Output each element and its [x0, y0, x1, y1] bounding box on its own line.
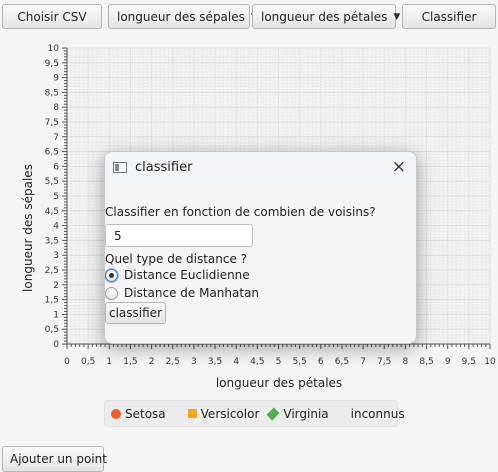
y-tick-label: 9,5 [45, 59, 59, 69]
x-tick-label: 6 [318, 357, 324, 367]
legend-setosa: Setosa [111, 407, 166, 421]
y-tick-label: 3 [53, 251, 59, 261]
x-tick-label: 4 [233, 357, 239, 367]
distance-question: Quel type de distance ? [105, 252, 247, 266]
close-icon[interactable]: × [392, 157, 406, 177]
radio-manhattan-label: Distance de Manhatan [124, 286, 259, 300]
x-tick-label: 10 [484, 357, 496, 367]
classifier-submit-label: classifier [109, 306, 162, 320]
y-tick-label: 7,5 [45, 118, 59, 128]
classify-label: Classifier [422, 10, 477, 24]
radio-unselected-icon[interactable] [105, 287, 118, 300]
y-tick-label: 3,5 [45, 236, 59, 246]
x-tick-label: 1 [106, 357, 112, 367]
y-tick-label: 10 [48, 44, 60, 54]
y-tick-label: 7 [53, 133, 59, 143]
x-tick-label: 8,5 [419, 357, 433, 367]
x-tick-label: 1,5 [123, 357, 137, 367]
dialog-title-bar[interactable]: classifier × [105, 152, 416, 184]
x-tick-label: 9 [445, 357, 451, 367]
x-tick-label: 3,5 [208, 357, 222, 367]
y-tick-label: 6,5 [45, 148, 59, 158]
x-tick-label: 5,5 [292, 357, 306, 367]
x-tick-label: 8 [403, 357, 409, 367]
add-point-button[interactable]: Ajouter un point [2, 446, 104, 472]
legend-unknown-label: inconnus [351, 407, 405, 421]
y-tick-label: 5 [53, 192, 59, 202]
x-tick-label: 2,5 [166, 357, 180, 367]
x-tick-label: 3 [191, 357, 197, 367]
y-tick-label: 4,5 [45, 207, 59, 217]
radio-selected-icon[interactable] [105, 269, 118, 282]
square-icon [188, 409, 197, 418]
x-axis-select[interactable]: longueur des sépales ▼ [108, 4, 250, 29]
y-tick-label: 1,5 [45, 296, 59, 306]
neighbors-input[interactable] [105, 224, 253, 247]
legend-setosa-label: Setosa [125, 407, 166, 421]
y-tick-label: 2,5 [45, 266, 59, 276]
y-tick-label: 4 [53, 222, 59, 232]
x-tick-label: 9,5 [462, 357, 476, 367]
x-tick-label: 5 [276, 357, 282, 367]
legend-versicolor-label: Versicolor [201, 407, 260, 421]
y-tick-label: 8,5 [45, 88, 59, 98]
add-point-label: Ajouter un point [10, 452, 107, 466]
y-tick-labels: 0 0,5 1 1,5 2 2,5 3 3,5 4 4,5 5 5,5 6 6,5 7 7,5 8 8,5 9 9,5… [45, 44, 60, 350]
y-tick-label: 5,5 [45, 177, 59, 187]
y-tick-label: 0,5 [45, 325, 59, 335]
dialog-title: classifier [135, 160, 192, 175]
y-axis-title: longueur des sépales [21, 164, 35, 292]
legend-virginia-label: Virginia [283, 407, 328, 421]
radio-manhattan[interactable]: Distance de Manhatan [105, 286, 259, 300]
y-axis-select[interactable]: longueur des pétales ▼ [252, 4, 396, 29]
chevron-down-icon: ▼ [393, 12, 400, 22]
classify-button[interactable]: Classifier [402, 4, 496, 29]
legend-unknown: inconnus [351, 407, 405, 421]
x-tick-label: 7 [360, 357, 366, 367]
choose-csv-label: Choisir CSV [17, 10, 86, 24]
x-tick-labels: 0 0,5 1 1,5 2 2,5 3 3,5 4 4,5 5 5,5 6 6,5 7 7,5 8 8,5 9 9,5… [64, 357, 496, 367]
y-tick-label: 9 [53, 74, 59, 84]
x-tick-label: 4,5 [250, 357, 264, 367]
neighbors-question: Classifier en fonction de combien de voi… [105, 205, 376, 219]
x-axis-title: longueur des pétales [216, 376, 342, 390]
choose-csv-button[interactable]: Choisir CSV [2, 4, 102, 29]
radio-euclidean[interactable]: Distance Euclidienne [105, 268, 250, 282]
radio-euclidean-label: Distance Euclidienne [124, 268, 250, 282]
y-tick-label: 6 [53, 162, 59, 172]
classifier-dialog: classifier × Classifier en fonction de c… [104, 151, 417, 344]
x-tick-label: 6,5 [335, 357, 349, 367]
y-tick-label: 0 [53, 340, 59, 350]
x-tick-label: 0,5 [81, 357, 95, 367]
diamond-icon [267, 407, 280, 420]
x-tick-label: 0 [64, 357, 70, 367]
x-tick-label: 7,5 [377, 357, 391, 367]
chart-legend: Setosa Versicolor Virginia inconnus [104, 400, 398, 427]
legend-versicolor: Versicolor [188, 407, 260, 421]
legend-virginia: Virginia [267, 407, 328, 421]
window-icon [113, 162, 127, 173]
x-tick-label: 2 [149, 357, 155, 367]
circle-icon [111, 409, 121, 419]
y-tick-label: 2 [53, 281, 59, 291]
x-axis-select-value: longueur des sépales [117, 10, 245, 24]
y-tick-label: 1 [53, 310, 59, 320]
y-tick-label: 8 [53, 103, 59, 113]
classifier-submit-button[interactable]: classifier [105, 302, 166, 324]
y-axis-select-value: longueur des pétales [261, 10, 387, 24]
